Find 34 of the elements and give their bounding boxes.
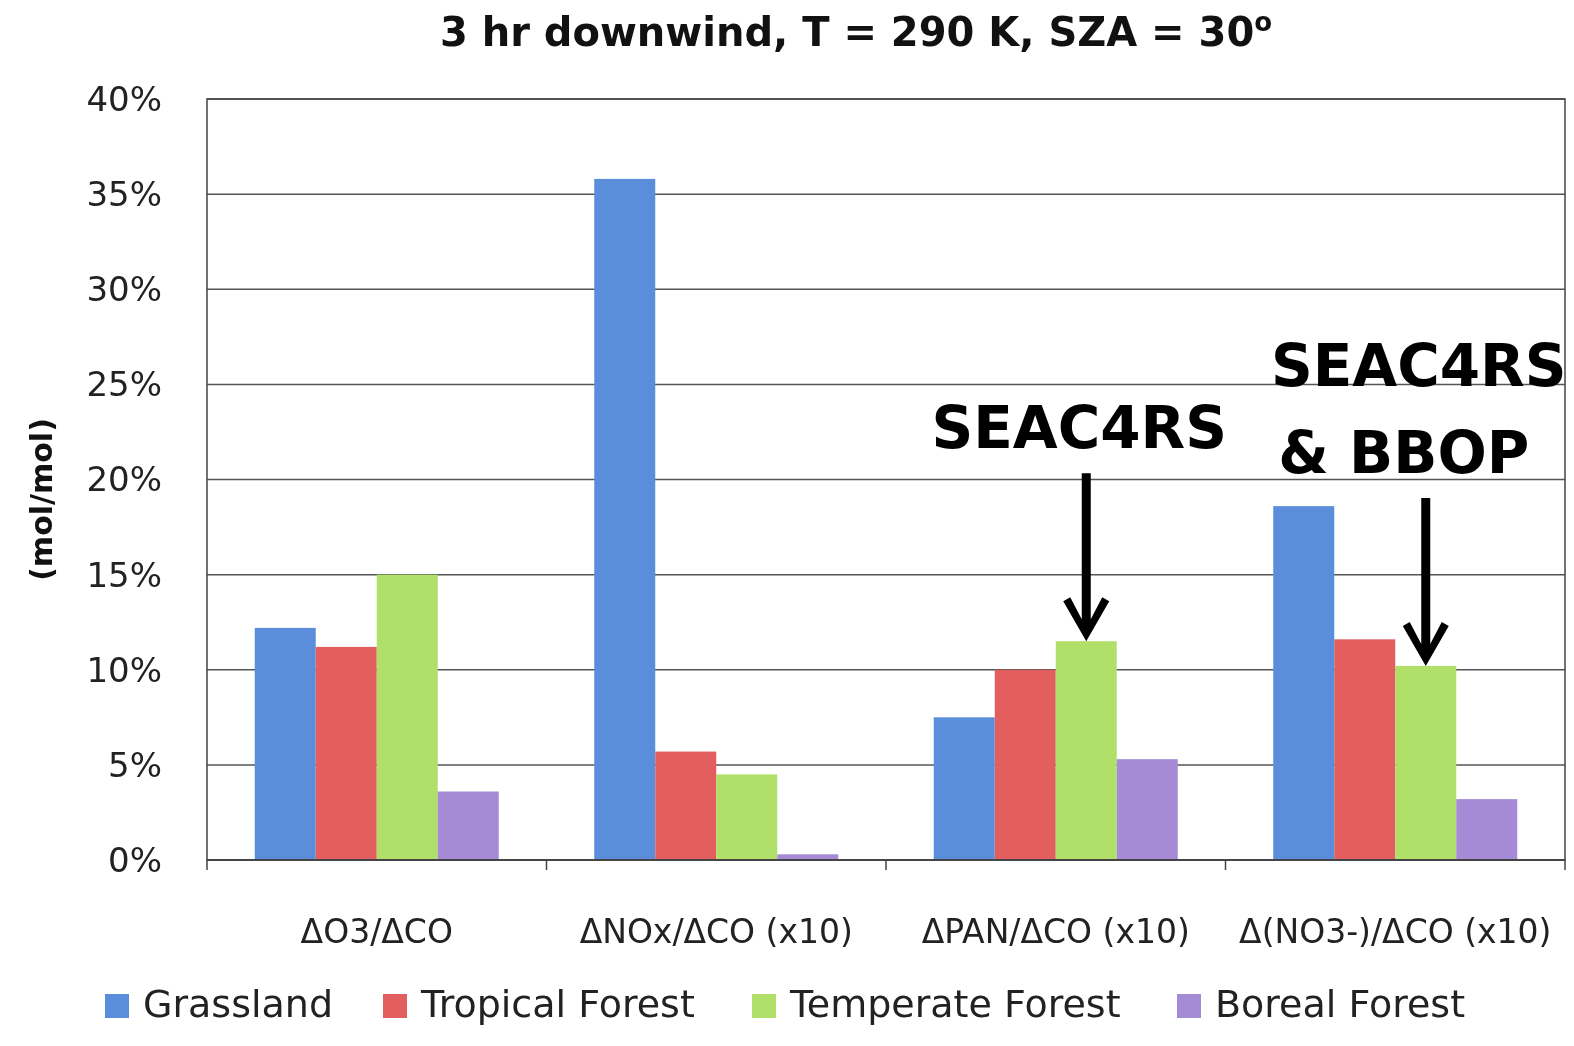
- bar: [1273, 506, 1335, 860]
- legend-label: Boreal Forest: [1215, 982, 1466, 1027]
- y-tick-label: 0%: [108, 839, 162, 880]
- y-tick-label: 40%: [86, 78, 162, 119]
- bar: [716, 774, 778, 860]
- x-tick-label: ΔNOx/ΔCO (x10): [579, 912, 853, 951]
- y-tick-label: 25%: [86, 364, 162, 405]
- y-tick-label: 20%: [86, 459, 162, 500]
- y-tick-label: 35%: [86, 174, 162, 215]
- y-tick-label: 15%: [86, 554, 162, 595]
- bar: [315, 646, 377, 860]
- y-axis-title: (mol/mol): [24, 418, 59, 581]
- bar: [376, 574, 438, 860]
- bar: [254, 627, 316, 860]
- bar: [594, 178, 656, 860]
- bar: [994, 669, 1056, 860]
- legend-label: Tropical Forest: [420, 982, 695, 1027]
- x-tick-label: ΔO3/ΔCO: [300, 912, 453, 951]
- y-tick-label: 30%: [86, 269, 162, 310]
- legend-label: Grassland: [143, 982, 333, 1027]
- legend-label: Temperate Forest: [789, 982, 1121, 1027]
- x-tick-label: Δ(NO3-)/ΔCO (x10): [1239, 912, 1552, 951]
- x-tick-label: ΔPAN/ΔCO (x10): [921, 912, 1190, 951]
- annotation: SEAC4RS & BBOP: [1270, 331, 1567, 487]
- y-tick-label: 10%: [86, 649, 162, 690]
- annotation: SEAC4RS: [931, 394, 1228, 463]
- bar: [1116, 759, 1178, 860]
- bar: [1456, 799, 1518, 860]
- bar: [1334, 639, 1396, 860]
- bar: [437, 791, 499, 860]
- y-tick-label: 5%: [108, 744, 162, 785]
- chart-title: 3 hr downwind, T = 290 K, SZA = 30$^{o}$: [439, 7, 1273, 55]
- bar: [933, 717, 995, 860]
- bar: [655, 751, 717, 860]
